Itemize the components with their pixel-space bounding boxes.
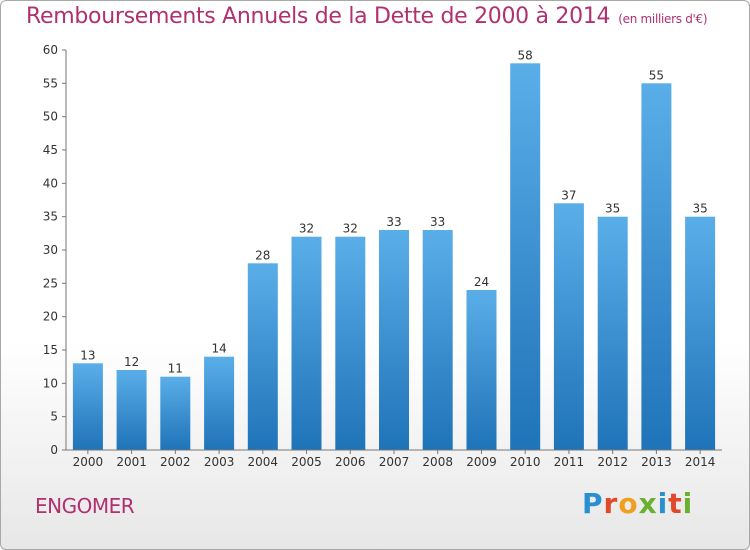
x-tick-label-2009: 2009 xyxy=(466,455,497,469)
data-label-2007: 33 xyxy=(386,215,401,229)
bar-2005 xyxy=(291,236,322,450)
bar-2003 xyxy=(204,356,235,450)
x-tick-label-2013: 2013 xyxy=(641,455,672,469)
logo-letter: o xyxy=(618,487,639,520)
data-label-2012: 35 xyxy=(605,202,620,216)
logo-letter: x xyxy=(638,487,658,520)
bar-2002 xyxy=(160,376,191,450)
bar-2010 xyxy=(510,63,541,451)
chart-title-text: Remboursements Annuels de la Dette de 20… xyxy=(26,4,611,29)
x-tick-label-2003: 2003 xyxy=(204,455,235,469)
x-tick-label-2006: 2006 xyxy=(335,455,366,469)
x-tick-label-2001: 2001 xyxy=(116,455,147,469)
y-tick-label-60: 60 xyxy=(43,43,58,57)
data-label-2014: 35 xyxy=(692,202,707,216)
y-tick-label-0: 0 xyxy=(50,443,58,457)
x-tick-label-2000: 2000 xyxy=(73,455,104,469)
bar-2013 xyxy=(641,83,672,451)
x-tick-label-2007: 2007 xyxy=(379,455,410,469)
data-label-2001: 12 xyxy=(124,355,139,369)
logo-letter: i xyxy=(657,487,669,520)
y-tick-label-30: 30 xyxy=(43,243,58,257)
data-label-2002: 11 xyxy=(168,362,183,376)
chart-title: Remboursements Annuels de la Dette de 20… xyxy=(26,4,708,29)
bar-2011 xyxy=(553,203,584,450)
logo-letter: r xyxy=(603,487,619,520)
bar-2014 xyxy=(685,216,716,450)
data-label-2009: 24 xyxy=(474,275,489,289)
data-label-2006: 32 xyxy=(343,222,358,236)
x-tick-label-2004: 2004 xyxy=(248,455,279,469)
bar-2000 xyxy=(72,363,103,450)
bar-2012 xyxy=(597,216,628,450)
data-label-2010: 58 xyxy=(518,48,533,62)
bar-2006 xyxy=(335,236,366,450)
y-tick-label-15: 15 xyxy=(43,343,58,357)
y-tick-label-35: 35 xyxy=(43,210,58,224)
x-tick-label-2005: 2005 xyxy=(291,455,322,469)
x-tick-label-2011: 2011 xyxy=(554,455,585,469)
y-tick-label-40: 40 xyxy=(43,176,58,190)
place-name: ENGOMER xyxy=(35,494,135,518)
data-label-2011: 37 xyxy=(561,188,576,202)
x-tick-label-2010: 2010 xyxy=(510,455,541,469)
x-tick-label-2002: 2002 xyxy=(160,455,191,469)
bar-2001 xyxy=(116,370,147,450)
y-tick-label-10: 10 xyxy=(43,376,58,390)
logo-letter: P xyxy=(582,487,604,520)
y-tick-label-45: 45 xyxy=(43,143,58,157)
data-label-2003: 14 xyxy=(211,342,226,356)
data-label-2013: 55 xyxy=(649,68,664,82)
data-label-2005: 32 xyxy=(299,222,314,236)
logo-letter: i xyxy=(682,487,694,520)
bar-2007 xyxy=(379,230,409,450)
logo-letter: t xyxy=(668,487,683,520)
data-label-2008: 33 xyxy=(430,215,445,229)
x-tick-label-2014: 2014 xyxy=(685,455,716,469)
y-tick-label-50: 50 xyxy=(43,110,58,124)
bar-2009 xyxy=(466,290,497,450)
data-label-2004: 28 xyxy=(255,248,270,262)
chart-subtitle: (en milliers d'€) xyxy=(618,12,708,26)
data-label-2000: 13 xyxy=(80,348,95,362)
x-tick-label-2008: 2008 xyxy=(422,455,453,469)
y-tick-label-55: 55 xyxy=(43,76,58,90)
bar-2004 xyxy=(247,263,278,450)
y-tick-label-20: 20 xyxy=(43,310,58,324)
y-tick-label-25: 25 xyxy=(43,276,58,290)
y-tick-label-5: 5 xyxy=(50,410,58,424)
proxiti-logo: Proxiti xyxy=(582,487,693,520)
bar-2008 xyxy=(422,230,453,450)
x-tick-label-2012: 2012 xyxy=(597,455,628,469)
